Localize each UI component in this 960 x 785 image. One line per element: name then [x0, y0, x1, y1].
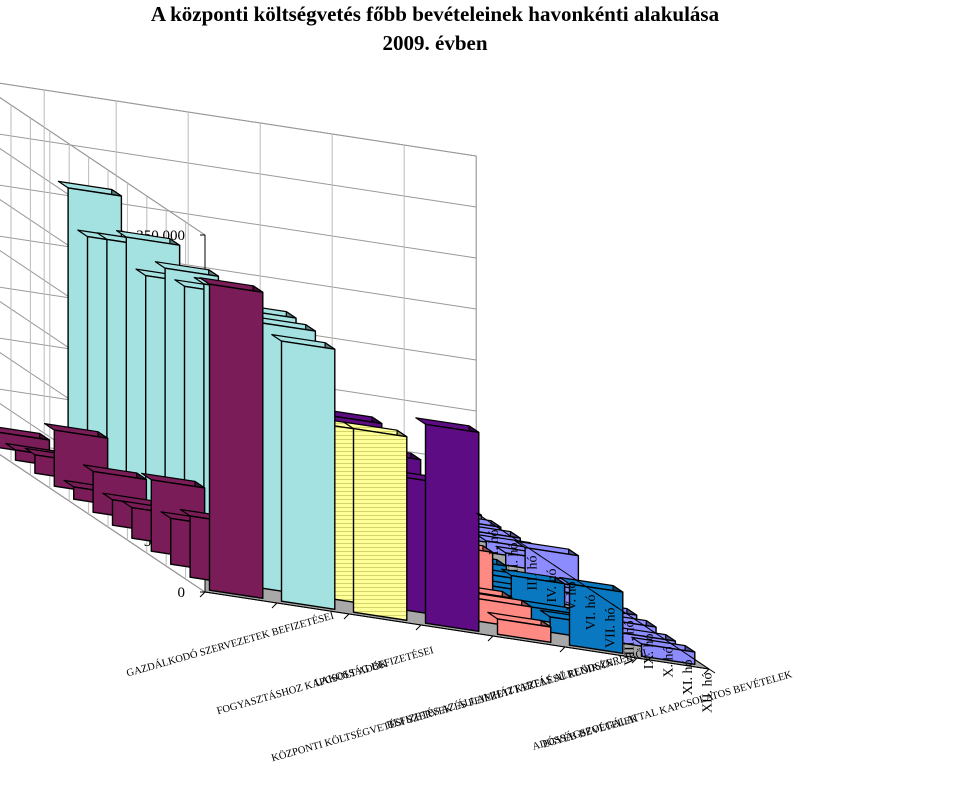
y-tick-label: 0 — [178, 585, 186, 601]
series-label: II. hó — [506, 543, 521, 573]
series-axis: I. hó II. hó III. hó IV. hó V. hó VI. hó VII. … — [475, 512, 716, 713]
x-tick — [271, 602, 278, 609]
bar-group: GAZDÁLKODÓ SZERVEZETEK BEFIZETÉSEI – I. … — [0, 180, 696, 665]
category-label: GAZDÁLKODÓ SZERVEZETEK BEFIZETÉSEI — [125, 610, 336, 680]
bar-front — [280, 340, 336, 610]
category-label: LAKOSSÁG BEFIZETÉSEI — [313, 644, 435, 689]
bar: GAZDÁLKODÓ SZERVEZETEK BEFIZETÉSEI – XII… — [199, 277, 264, 599]
bar-front — [424, 423, 480, 632]
series-label: VIII. hó — [623, 621, 638, 666]
series-label: I. hó — [487, 530, 502, 556]
series-label: XI. hó — [681, 660, 696, 696]
bar-front — [568, 583, 624, 654]
chart-title-block: A központi költségvetés főbb bevételeine… — [0, 0, 870, 58]
bar-front — [352, 427, 408, 621]
x-axis-line — [204, 591, 710, 670]
series-label: III. hó — [526, 556, 541, 591]
z-tick — [631, 616, 638, 622]
bar: BEFIZETÉS AZ ÁLLAMHÁZTARTÁS ALRENDSZEREI… — [487, 611, 552, 643]
x-tick — [487, 635, 494, 642]
z-tick — [534, 551, 541, 557]
chart-title: A központi költségvetés főbb bevételeine… — [150, 2, 720, 26]
bar-front — [640, 643, 696, 665]
x-tick — [415, 624, 422, 631]
z-tick — [650, 629, 658, 635]
z-tick — [708, 668, 716, 674]
category-label: BEFIZETÉS AZ ÁLLAMHÁZTARTÁS ALRENDSZEREI… — [385, 646, 651, 731]
series-label: XII. hó — [700, 673, 715, 713]
x-tick — [343, 613, 350, 620]
series-label: VI. hó — [584, 595, 599, 631]
series-label: VII. hó — [603, 608, 618, 648]
bar: EGYÉB BEVÉTELEK – XII. hó: 60000 — [559, 576, 624, 654]
category-label: ADÓSSÁGSZOLGÁLATTAL KAPCSOLATOS BEVÉTELE… — [531, 668, 794, 752]
series-label: IX. hó — [642, 634, 657, 670]
x-tick — [703, 668, 710, 675]
z-tick — [475, 512, 483, 518]
bar: KÖZPONTI KÖLTSÉGVETÉSI SZERVEK ÉS FEJEZE… — [415, 417, 480, 632]
bar: FOGYASZTÁSHOZ KAPCSOLT ADÓK – XII. hó: 2… — [271, 334, 336, 610]
bar: LAKOSSÁG BEFIZETÉSEI – XII. hó: 180000 — [343, 421, 408, 621]
z-tick — [514, 538, 522, 544]
series-label: V. hó — [565, 582, 580, 611]
z-tick — [592, 590, 599, 596]
z-tick — [553, 564, 561, 570]
x-tick — [631, 657, 638, 664]
bar-front — [496, 618, 552, 643]
series-label: IV. hó — [545, 569, 560, 603]
z-tick — [572, 577, 580, 583]
series-label: X. hó — [662, 647, 677, 678]
x-tick — [559, 646, 566, 653]
bar-front — [208, 283, 264, 599]
x-tick — [199, 591, 206, 598]
z-tick — [669, 642, 677, 648]
z-tick — [611, 603, 619, 609]
z-tick — [689, 655, 696, 661]
chart-subtitle: 2009. évben — [382, 31, 488, 55]
z-tick — [495, 525, 502, 531]
